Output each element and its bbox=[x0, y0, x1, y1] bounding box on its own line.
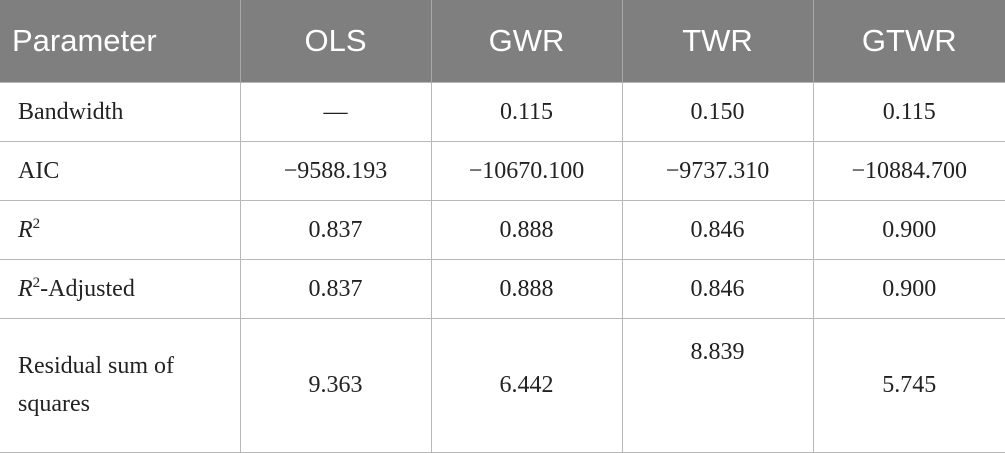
row-label: AIC bbox=[0, 141, 241, 201]
cell-ols: — bbox=[239, 82, 432, 142]
row-label-var: R bbox=[18, 275, 33, 302]
cell-gtwr: 0.900 bbox=[812, 259, 1005, 319]
row-label: Residual sum of squares bbox=[0, 318, 241, 453]
cell-gwr: 0.888 bbox=[430, 259, 623, 319]
header-gtwr: GTWR bbox=[812, 0, 1005, 83]
table-row-aic: AIC −9588.193 −10670.100 −9737.310 −1088… bbox=[0, 141, 1005, 201]
cell-gtwr: −10884.700 bbox=[812, 141, 1005, 201]
cell-ols: 0.837 bbox=[239, 200, 432, 260]
cell-gtwr: 0.115 bbox=[812, 82, 1005, 142]
header-twr: TWR bbox=[621, 0, 813, 83]
row-label-var: R bbox=[18, 216, 33, 243]
row-label: Bandwidth bbox=[0, 82, 241, 142]
cell-ols: 9.363 bbox=[239, 318, 432, 453]
row-label-sup: 2 bbox=[32, 274, 41, 291]
cell-ols: 0.837 bbox=[239, 259, 432, 319]
row-label-suffix: -Adjusted bbox=[40, 275, 135, 302]
cell-twr: 0.150 bbox=[621, 82, 814, 142]
table-row-r2-adjusted: R2-Adjusted 0.837 0.888 0.846 0.900 bbox=[0, 259, 1005, 319]
cell-twr: 8.839 bbox=[621, 318, 814, 453]
row-label: R2 bbox=[0, 200, 241, 260]
header-parameter: Parameter bbox=[0, 0, 240, 83]
cell-gtwr: 5.745 bbox=[812, 318, 1005, 453]
table-row-r2: R2 0.837 0.888 0.846 0.900 bbox=[0, 200, 1005, 260]
table-row-bandwidth: Bandwidth — 0.115 0.150 0.115 bbox=[0, 82, 1005, 142]
cell-twr: 0.846 bbox=[621, 200, 814, 260]
table-row-residual: Residual sum of squares 9.363 6.442 8.83… bbox=[0, 318, 1005, 453]
cell-ols: −9588.193 bbox=[239, 141, 432, 201]
cell-gwr: 0.888 bbox=[430, 200, 623, 260]
row-label-sup: 2 bbox=[32, 215, 41, 232]
cell-gwr: 0.115 bbox=[430, 82, 623, 142]
cell-gtwr: 0.900 bbox=[812, 200, 1005, 260]
cell-twr: 0.846 bbox=[621, 259, 814, 319]
cell-gwr: −10670.100 bbox=[430, 141, 623, 201]
cell-twr: −9737.310 bbox=[621, 141, 814, 201]
row-label: R2-Adjusted bbox=[0, 259, 241, 319]
header-ols: OLS bbox=[239, 0, 431, 83]
header-gwr: GWR bbox=[430, 0, 622, 83]
header-row: Parameter OLS GWR TWR GTWR bbox=[0, 0, 1005, 83]
cell-gwr: 6.442 bbox=[430, 318, 623, 453]
